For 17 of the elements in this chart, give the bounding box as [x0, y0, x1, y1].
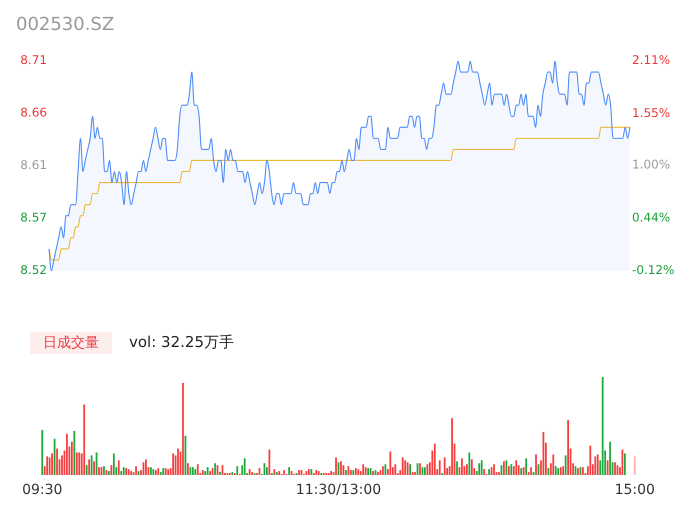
chart-subtitle: vol: 32.25万手 [129, 332, 234, 353]
y2-tick-label: 1.55% [632, 106, 670, 120]
y2-tick-label: 0.44% [632, 210, 670, 224]
y2-tick-label: 1.00% [632, 158, 670, 172]
x-tick-label: 11:30/13:00 [296, 482, 382, 498]
y2-tick-label: 2.11% [632, 53, 670, 68]
y-tick-label: 8.57 [20, 210, 47, 225]
y-tick-label: 8.71 [20, 53, 47, 68]
y-tick-label: 8.61 [20, 158, 47, 172]
x-tick-label: 09:30 [22, 482, 62, 498]
y-tick-label: 8.52 [20, 263, 47, 278]
chart-title: 002530.SZ [16, 13, 114, 37]
y-tick-label: 8.66 [20, 106, 47, 120]
line-series [48, 126, 631, 260]
y2-tick-label: -0.12% [632, 263, 674, 278]
chart-title: 日成交量 [30, 332, 112, 354]
x-tick-label: 15:00 [614, 482, 655, 498]
